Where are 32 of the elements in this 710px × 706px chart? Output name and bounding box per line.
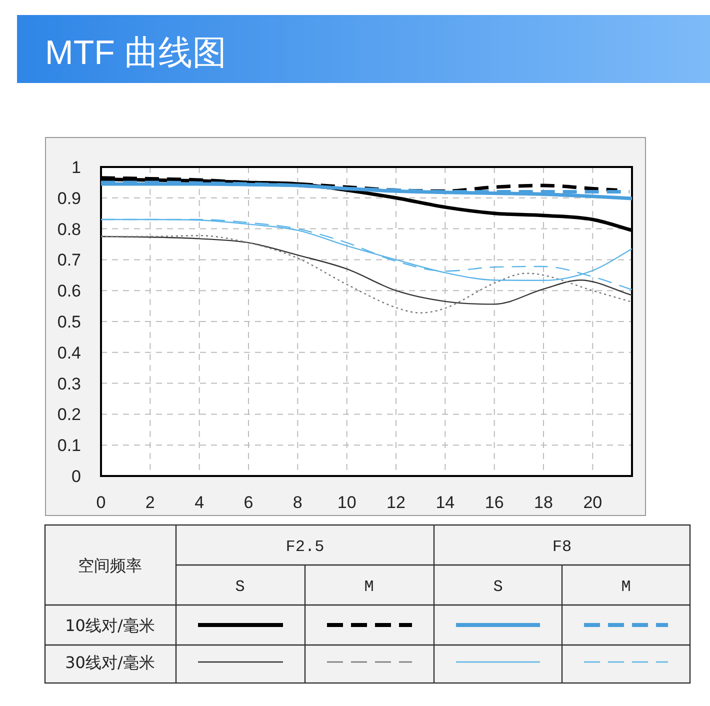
x-tick-label: 16 xyxy=(484,493,504,512)
y-tick-label: 0.5 xyxy=(57,312,81,332)
y-tick-label: 0 xyxy=(72,467,81,486)
x-tick-label: 12 xyxy=(386,493,406,512)
y-tick-label: 0.4 xyxy=(57,343,81,362)
text: M xyxy=(621,578,631,596)
y-tick-label: 0.9 xyxy=(57,188,81,208)
x-tick-label: 14 xyxy=(436,493,455,512)
chart-title: MTF 曲线图 xyxy=(45,34,226,72)
y-tick-label: 0.6 xyxy=(57,282,81,301)
text: M xyxy=(364,578,374,596)
text: 30线对/毫米 xyxy=(65,653,155,672)
x-tick-label: 2 xyxy=(145,493,155,512)
y-tick-label: 0.3 xyxy=(57,374,81,394)
y-tick-label: 0.8 xyxy=(57,220,81,239)
x-tick-label: 4 xyxy=(194,493,204,512)
y-tick-label: 0.1 xyxy=(57,436,81,456)
x-tick-label: 20 xyxy=(583,493,602,512)
x-tick-label: 8 xyxy=(292,493,302,512)
x-tick-label: 18 xyxy=(534,493,553,512)
y-tick-label: 1 xyxy=(72,158,81,177)
x-tick-label: 0 xyxy=(96,493,106,512)
x-tick-label: 10 xyxy=(337,493,356,512)
text: F2.5 xyxy=(286,538,324,556)
text: 空间频率 xyxy=(78,556,142,575)
y-tick-label: 0.7 xyxy=(57,250,81,270)
text: S xyxy=(235,578,245,596)
text: S xyxy=(493,578,503,596)
text: 10线对/毫米 xyxy=(65,616,155,635)
x-tick-label: 6 xyxy=(244,493,254,512)
text: F8 xyxy=(552,538,572,556)
y-tick-label: 0.2 xyxy=(57,405,81,424)
